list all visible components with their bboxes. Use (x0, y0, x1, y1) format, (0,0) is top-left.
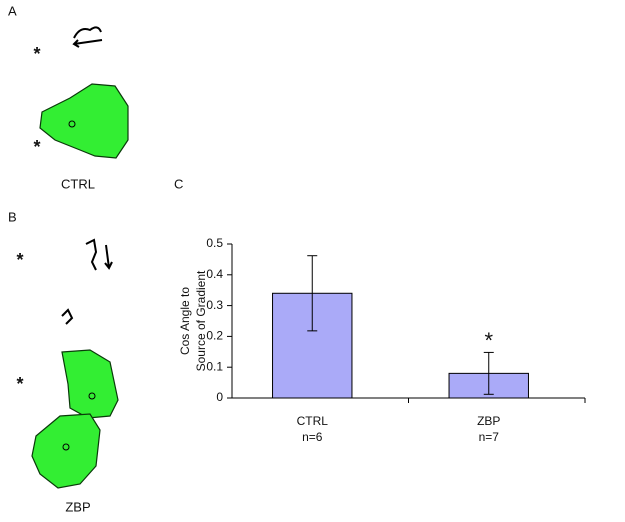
x-tick-label: CTRL (297, 414, 329, 428)
y-axis-title: Cos Angle to (178, 287, 192, 355)
cell-outline (61, 349, 119, 419)
panel-caption: ZBP (65, 499, 90, 514)
sample-size: n=7 (479, 430, 500, 444)
nucleus (68, 120, 76, 128)
track (61, 308, 74, 325)
panel-caption: CTRL (61, 176, 95, 191)
gradient-marker: * (33, 137, 40, 157)
y-axis-title: Source of Gradient (194, 270, 208, 371)
y-tick-label: 0.3 (206, 298, 223, 312)
y-tick-label: 0.2 (206, 329, 223, 343)
nucleus (62, 443, 70, 451)
cell-outline (39, 83, 129, 159)
y-tick-label: 0.4 (206, 267, 223, 281)
panel-label: C (174, 176, 183, 191)
cell-outline (31, 413, 101, 489)
y-tick-label: 0.5 (206, 236, 223, 250)
panel-label: A (8, 3, 17, 18)
gradient-marker: * (16, 374, 23, 394)
x-tick-label: ZBP (477, 414, 500, 428)
arrow (72, 39, 103, 48)
y-tick-label: 0.1 (206, 359, 223, 373)
nucleus (88, 392, 96, 400)
y-tick-label: 0 (216, 390, 223, 404)
gradient-marker: * (16, 250, 23, 270)
significance-mark: * (484, 328, 493, 353)
track (73, 26, 102, 39)
gradient-marker: * (33, 44, 40, 64)
sample-size: n=6 (302, 430, 323, 444)
arrow (104, 244, 113, 270)
track (85, 238, 98, 271)
panel-label: B (8, 209, 17, 224)
